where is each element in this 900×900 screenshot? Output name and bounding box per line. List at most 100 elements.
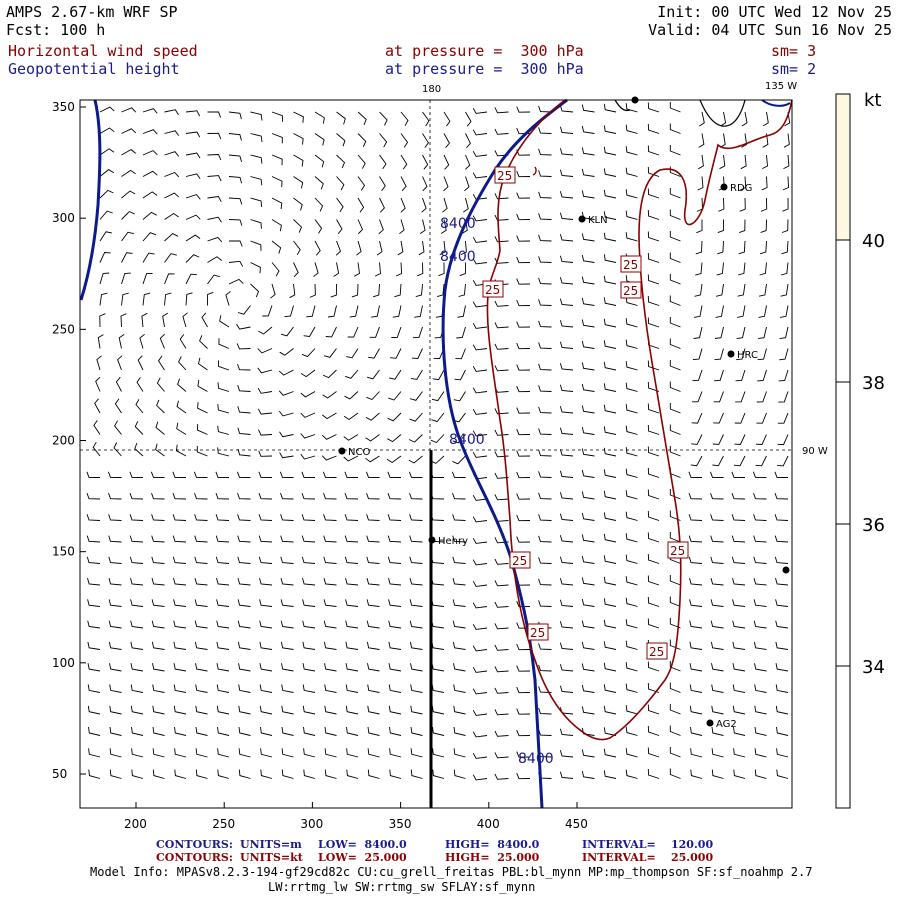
wind-barb (647, 489, 660, 500)
wind-barb (367, 684, 380, 693)
wind-barb (207, 154, 222, 161)
wind-barb (389, 369, 402, 380)
wind-barb (720, 111, 727, 127)
wind-barb (669, 295, 681, 306)
wind-barb (603, 426, 617, 435)
wind-barb (207, 236, 223, 243)
wind-barb (753, 577, 767, 586)
wind-barb (669, 768, 681, 779)
wind-label: 25 (530, 626, 545, 640)
wind-barb (538, 385, 552, 392)
wind-barb (581, 469, 595, 478)
wind-barb (366, 620, 380, 629)
wind-barb (237, 363, 251, 371)
wind-barb (603, 469, 617, 478)
wind-barb (431, 391, 445, 402)
wind-barb (336, 219, 343, 234)
x-tick-label: 450 (565, 817, 588, 831)
wind-barb (177, 378, 187, 392)
wind-barb (365, 471, 380, 478)
wind-barb (690, 455, 703, 467)
station-marker (428, 536, 436, 544)
wind-barb (130, 599, 144, 607)
wind-barb (472, 709, 488, 716)
stations-layer: RDG KLN HRC NCO Henry AG2 (338, 96, 790, 730)
wind-barb (472, 107, 488, 114)
wind-barb (152, 705, 165, 715)
wind-barb (472, 645, 488, 652)
wind-barb (257, 367, 273, 374)
wind-barb (281, 684, 294, 693)
wind-barb (88, 769, 101, 779)
wind-barb (108, 492, 122, 500)
wind-barb (293, 133, 304, 145)
wind-barb (581, 340, 595, 349)
wind-barb (259, 620, 273, 629)
wind-barb (754, 748, 767, 758)
wind-barb (538, 234, 552, 242)
wind-barb (379, 176, 386, 191)
wind-barb (734, 434, 746, 445)
wind-barb (108, 535, 122, 543)
wind-barb (349, 305, 359, 318)
wind-barb (215, 535, 230, 543)
wind-barb (440, 219, 447, 234)
wind-barb (458, 283, 466, 297)
wind-barb (581, 426, 595, 435)
wind-barb (217, 447, 230, 457)
wind-barb (452, 455, 466, 465)
wind-barb (775, 620, 789, 629)
wind-barb (333, 262, 340, 277)
wind-barb (432, 748, 445, 758)
wind-barb (421, 197, 427, 213)
wind-barb (173, 620, 187, 629)
wind-barb (271, 154, 283, 166)
wind-barb (258, 450, 273, 457)
wind-barb (357, 219, 364, 235)
wind-barb (559, 427, 574, 435)
wind-barb (344, 391, 359, 400)
wind-barb (736, 348, 746, 361)
wind-barb (279, 431, 294, 438)
wind-barb (394, 283, 402, 298)
wind-barb (293, 154, 304, 167)
footer-row1-low: LOW= 8400.0 (318, 838, 407, 851)
wind-barb (774, 556, 789, 564)
wind-barb (559, 341, 574, 349)
wind-barb (516, 536, 531, 543)
wind-barb (409, 641, 423, 650)
wind-barb (216, 641, 230, 650)
wind-barb (293, 240, 301, 256)
wind-barb (669, 575, 681, 586)
wind-barb (271, 133, 283, 144)
wind-barb (194, 620, 208, 629)
wind-barb (754, 769, 767, 779)
wind-barb (323, 514, 337, 521)
wind-barb (494, 128, 509, 135)
wind-barb (559, 664, 574, 672)
wind-barb (442, 197, 448, 213)
field1-level: at pressure = 300 hPa (385, 42, 584, 60)
wind-barb (237, 641, 251, 650)
wind-barb (237, 305, 251, 315)
wind-barb (559, 320, 574, 328)
wind-barb (716, 262, 724, 276)
wind-barb (714, 348, 724, 361)
wind-barb (130, 663, 144, 672)
wind-barb (109, 748, 122, 758)
wind-barb (280, 514, 294, 521)
wind-barb (538, 514, 552, 521)
wind-barb (238, 705, 251, 715)
wind-barb (559, 621, 574, 629)
wind-barb (134, 442, 144, 457)
wind-barb (740, 154, 747, 170)
wind-barb (344, 492, 359, 500)
wind-barb (194, 514, 208, 521)
wind-barb (669, 747, 681, 758)
wind-barb (87, 620, 101, 629)
wind-barb (431, 577, 445, 586)
station-marker (782, 566, 790, 574)
wind-barb (456, 326, 466, 339)
wind-barb (259, 599, 273, 607)
y-tick-label: 300 (52, 211, 75, 225)
